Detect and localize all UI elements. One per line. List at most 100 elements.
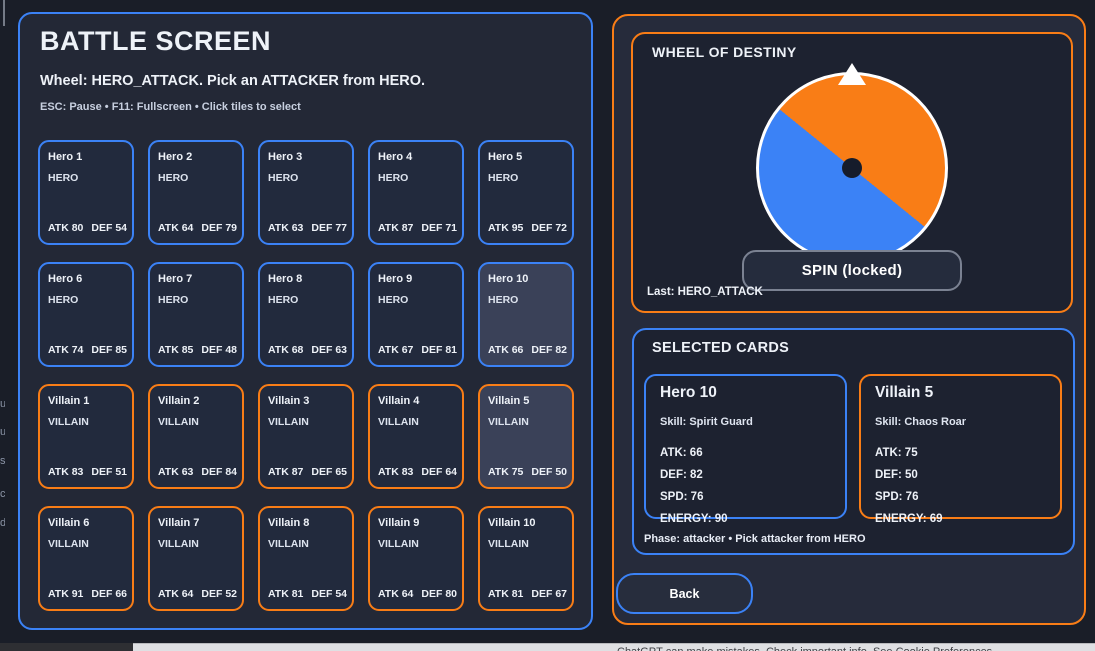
wheel-title: WHEEL OF DESTINY (652, 44, 797, 60)
selected-card-energy: ENERGY: 90 (660, 513, 728, 525)
battle-screen-panel: BATTLE SCREEN Wheel: HERO_ATTACK. Pick a… (18, 12, 593, 630)
card-name: Villain 1 (48, 395, 90, 407)
card-def: DEF 84 (201, 466, 238, 478)
card-tile-hero-6[interactable]: Hero 6 HERO ATK 74 DEF 85 (38, 262, 134, 367)
selected-card-atk: ATK: 66 (660, 447, 703, 459)
clipped-text-fragment: d (0, 517, 5, 529)
card-def: DEF 65 (311, 466, 348, 478)
selected-card-atk: ATK: 75 (875, 447, 918, 459)
card-tile-hero-9[interactable]: Hero 9 HERO ATK 67 DEF 81 (368, 262, 464, 367)
card-type-label: HERO (488, 172, 519, 184)
card-tile-hero-1[interactable]: Hero 1 HERO ATK 80 DEF 54 (38, 140, 134, 245)
card-atk: ATK 91 (48, 588, 84, 600)
card-type-label: VILLAIN (378, 416, 419, 428)
card-stats: ATK 81 DEF 54 (268, 588, 348, 600)
card-atk: ATK 87 (378, 222, 414, 234)
card-name: Hero 3 (268, 151, 303, 163)
selected-card-spd: SPD: 76 (875, 491, 919, 503)
card-name: Hero 9 (378, 273, 413, 285)
card-stats: ATK 95 DEF 72 (488, 222, 568, 234)
card-name: Villain 4 (378, 395, 420, 407)
card-tile-villain-1[interactable]: Villain 1 VILLAIN ATK 83 DEF 51 (38, 384, 134, 489)
card-name: Villain 7 (158, 517, 200, 529)
card-tile-villain-8[interactable]: Villain 8 VILLAIN ATK 81 DEF 54 (258, 506, 354, 611)
card-tile-hero-5[interactable]: Hero 5 HERO ATK 95 DEF 72 (478, 140, 574, 245)
card-name: Hero 2 (158, 151, 193, 163)
card-tile-villain-6[interactable]: Villain 6 VILLAIN ATK 91 DEF 66 (38, 506, 134, 611)
card-name: Villain 2 (158, 395, 200, 407)
card-def: DEF 64 (421, 466, 458, 478)
card-def: DEF 80 (421, 588, 458, 600)
card-atk: ATK 74 (48, 344, 84, 356)
card-type-label: HERO (378, 172, 409, 184)
battle-subtitle: Wheel: HERO_ATTACK. Pick an ATTACKER fro… (40, 73, 426, 89)
card-name: Hero 5 (488, 151, 523, 163)
card-tile-hero-3[interactable]: Hero 3 HERO ATK 63 DEF 77 (258, 140, 354, 245)
card-stats: ATK 64 DEF 52 (158, 588, 238, 600)
selected-cards-panel: SELECTED CARDS Hero 10 Skill: Spirit Gua… (632, 328, 1075, 555)
card-stats: ATK 67 DEF 81 (378, 344, 458, 356)
card-stats: ATK 87 DEF 65 (268, 466, 348, 478)
card-tile-villain-7[interactable]: Villain 7 VILLAIN ATK 64 DEF 52 (148, 506, 244, 611)
card-def: DEF 71 (421, 222, 458, 234)
card-tile-hero-10[interactable]: Hero 10 HERO ATK 66 DEF 82 (478, 262, 574, 367)
card-atk: ATK 83 (378, 466, 414, 478)
card-type-label: VILLAIN (48, 538, 89, 550)
card-type-label: VILLAIN (158, 538, 199, 550)
card-def: DEF 85 (91, 344, 128, 356)
card-def: DEF 66 (91, 588, 128, 600)
card-atk: ATK 75 (488, 466, 524, 478)
card-tile-villain-5[interactable]: Villain 5 VILLAIN ATK 75 DEF 50 (478, 384, 574, 489)
card-def: DEF 54 (91, 222, 128, 234)
card-atk: ATK 63 (158, 466, 194, 478)
card-def: DEF 72 (531, 222, 568, 234)
card-tile-hero-4[interactable]: Hero 4 HERO ATK 87 DEF 71 (368, 140, 464, 245)
card-atk: ATK 68 (268, 344, 304, 356)
card-atk: ATK 80 (48, 222, 84, 234)
spin-button[interactable]: SPIN (locked) (742, 250, 962, 291)
card-tile-hero-7[interactable]: Hero 7 HERO ATK 85 DEF 48 (148, 262, 244, 367)
card-type-label: VILLAIN (378, 538, 419, 550)
card-stats: ATK 63 DEF 84 (158, 466, 238, 478)
right-panel: WHEEL OF DESTINY SPIN (locked) Last: HER… (612, 14, 1086, 625)
card-atk: ATK 64 (158, 588, 194, 600)
footer-strip: ChatGPT can make mistakes. Check importa… (0, 643, 1095, 651)
card-stats: ATK 64 DEF 79 (158, 222, 238, 234)
card-tile-hero-2[interactable]: Hero 2 HERO ATK 64 DEF 79 (148, 140, 244, 245)
card-tile-villain-9[interactable]: Villain 9 VILLAIN ATK 64 DEF 80 (368, 506, 464, 611)
card-stats: ATK 75 DEF 50 (488, 466, 568, 478)
card-tile-villain-4[interactable]: Villain 4 VILLAIN ATK 83 DEF 64 (368, 384, 464, 489)
selected-card-skill: Skill: Chaos Roar (875, 416, 967, 428)
card-name: Hero 10 (488, 273, 529, 285)
card-name: Villain 6 (48, 517, 90, 529)
card-type-label: HERO (48, 172, 79, 184)
card-atk: ATK 63 (268, 222, 304, 234)
card-atk: ATK 81 (488, 588, 524, 600)
card-tile-villain-10[interactable]: Villain 10 VILLAIN ATK 81 DEF 67 (478, 506, 574, 611)
card-atk: ATK 95 (488, 222, 524, 234)
selected-card-villain-5: Villain 5 Skill: Chaos Roar ATK: 75 DEF:… (859, 374, 1062, 525)
selected-card-spd: SPD: 76 (660, 491, 704, 503)
card-name: Villain 3 (268, 395, 310, 407)
selected-card-hero-10: Hero 10 Skill: Spirit Guard ATK: 66 DEF:… (644, 374, 847, 525)
wheel-last-result: Last: HERO_ATTACK (647, 286, 763, 298)
card-def: DEF 81 (421, 344, 458, 356)
card-stats: ATK 91 DEF 66 (48, 588, 128, 600)
selected-card-def: DEF: 82 (660, 469, 703, 481)
card-name: Villain 9 (378, 517, 420, 529)
wheel-of-destiny-panel: WHEEL OF DESTINY SPIN (locked) Last: HER… (631, 32, 1073, 313)
hotkey-hint: ESC: Pause • F11: Fullscreen • Click til… (40, 101, 301, 113)
card-stats: ATK 80 DEF 54 (48, 222, 128, 234)
card-atk: ATK 83 (48, 466, 84, 478)
card-def: DEF 63 (311, 344, 348, 356)
card-tile-villain-3[interactable]: Villain 3 VILLAIN ATK 87 DEF 65 (258, 384, 354, 489)
clipped-text-fragment: c (0, 488, 5, 500)
card-type-label: VILLAIN (488, 538, 529, 550)
card-tile-hero-8[interactable]: Hero 8 HERO ATK 68 DEF 63 (258, 262, 354, 367)
card-atk: ATK 66 (488, 344, 524, 356)
card-type-label: VILLAIN (48, 416, 89, 428)
card-tile-villain-2[interactable]: Villain 2 VILLAIN ATK 63 DEF 84 (148, 384, 244, 489)
card-atk: ATK 81 (268, 588, 304, 600)
clipped-text-fragment: u (0, 426, 5, 438)
back-button[interactable]: Back (616, 573, 753, 614)
